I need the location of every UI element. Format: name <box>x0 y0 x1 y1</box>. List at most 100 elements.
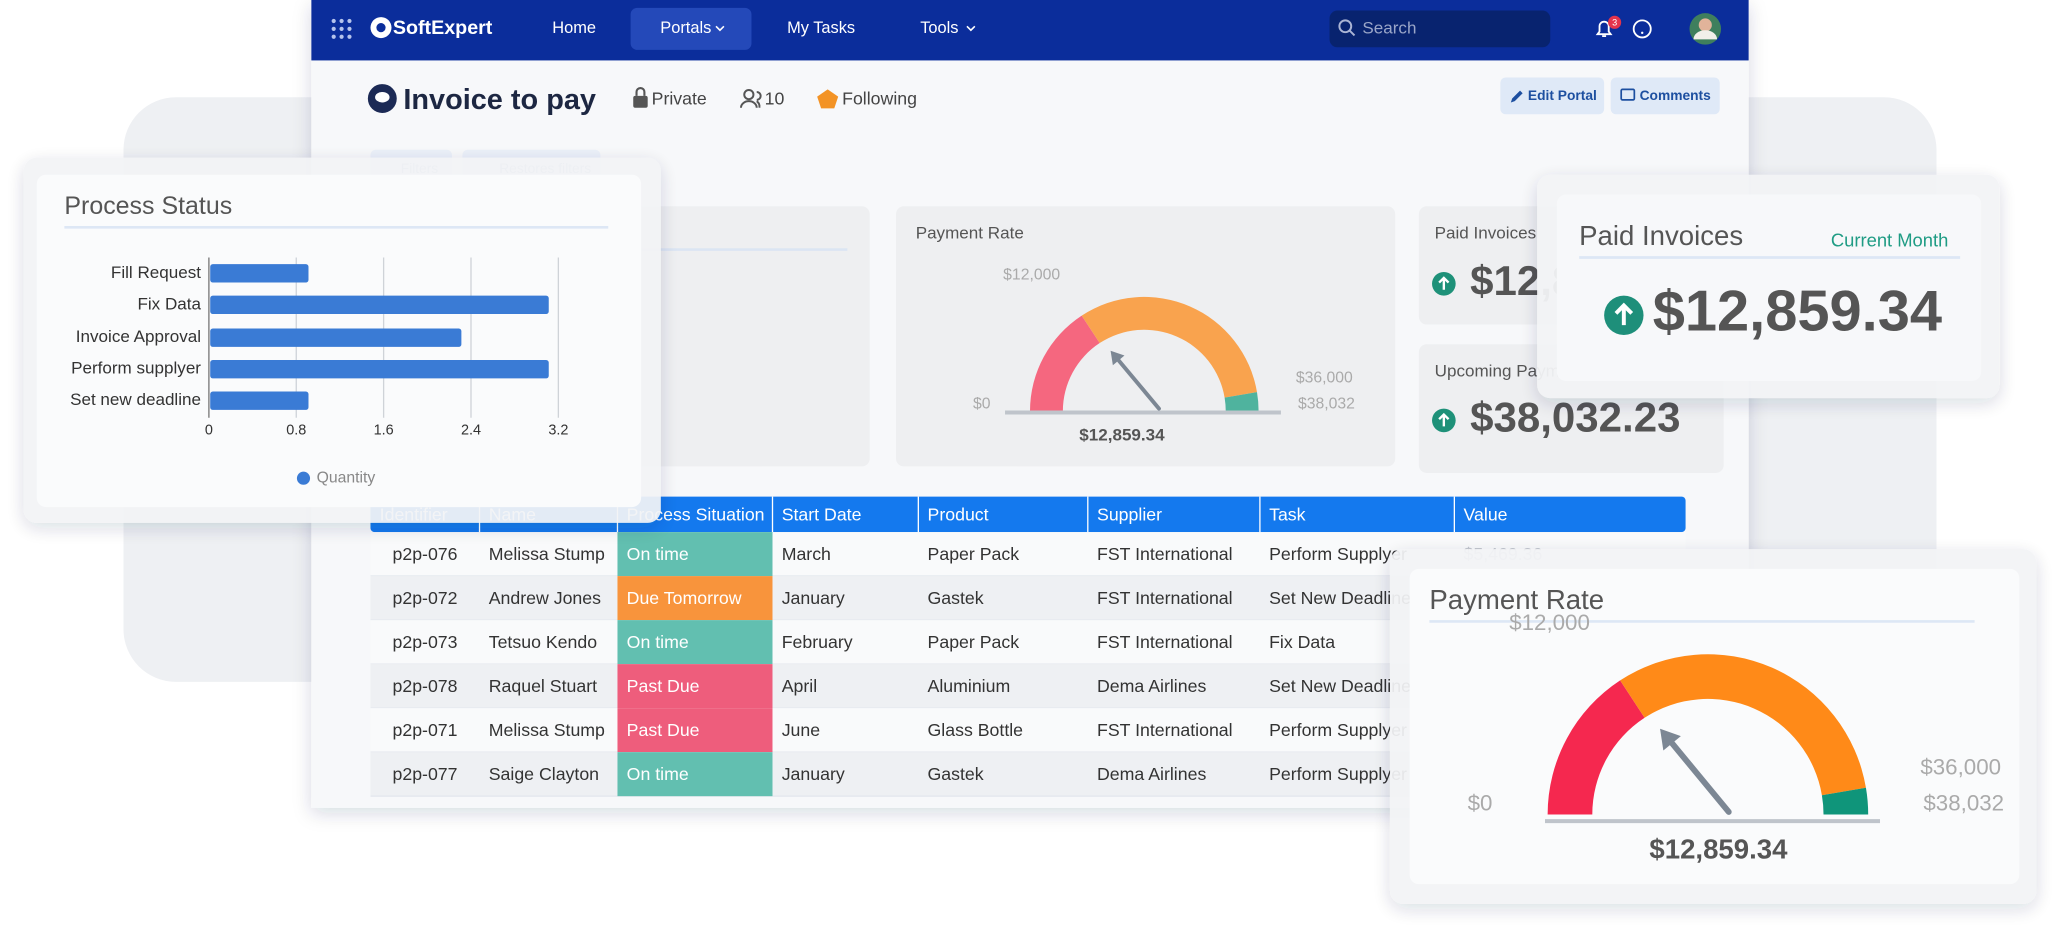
comment-icon <box>1620 88 1636 101</box>
menu-item[interactable]: Home <box>552 19 596 37</box>
bar <box>210 295 549 314</box>
brand: SoftExpert <box>393 17 493 39</box>
cell: Set New Deadline <box>1269 588 1411 608</box>
title-icon <box>375 91 390 103</box>
menu-item[interactable]: Tools <box>920 19 958 37</box>
members-icon <box>743 89 755 101</box>
apps-icon[interactable] <box>331 34 336 39</box>
status-cell <box>617 752 773 797</box>
gauge-tick-label: $0 <box>973 395 991 412</box>
cell: Melissa Stump <box>489 544 605 564</box>
apps-icon[interactable] <box>347 18 352 24</box>
bar <box>210 264 309 283</box>
apps-icon[interactable] <box>331 26 336 32</box>
apps-icon[interactable] <box>339 34 344 39</box>
search-box[interactable] <box>1329 10 1551 48</box>
menu-item[interactable]: My Tasks <box>787 19 855 37</box>
search-placeholder: Search <box>1362 18 1416 37</box>
column-header[interactable]: Process Situation <box>627 504 765 524</box>
cell: Paper Pack <box>928 544 1020 564</box>
cell: Aluminium <box>928 676 1011 696</box>
gauge-needle <box>1110 350 1161 411</box>
gauge-tick-label: $38,032 <box>1923 790 2004 815</box>
action-label[interactable]: Edit Portal <box>1528 88 1597 103</box>
cell: June <box>782 720 821 740</box>
status: Past Due <box>627 676 700 696</box>
cell: Saige Clayton <box>489 764 599 784</box>
popup-card <box>1556 194 1982 381</box>
chart-title: Process Status <box>64 192 232 220</box>
cell: Melissa Stump <box>489 720 605 740</box>
apps-icon[interactable] <box>339 26 344 32</box>
cell: Gastek <box>928 764 984 784</box>
apps-icon[interactable] <box>347 34 352 39</box>
cell: Perform Supplyer <box>1269 544 1407 564</box>
status-cell <box>617 532 773 577</box>
cell: Perform Supplyer <box>1269 764 1407 784</box>
menu-item[interactable]: Portals <box>660 19 711 37</box>
status-cell <box>617 708 773 753</box>
help-icon[interactable] <box>1632 19 1652 39</box>
bell-icon[interactable] <box>1595 20 1613 38</box>
x-tick-label: 0 <box>205 423 213 439</box>
action-label[interactable]: Comments <box>1640 88 1712 103</box>
y-tick-label: Fill Request <box>111 263 201 282</box>
needle-head <box>1110 350 1125 366</box>
chevron <box>715 25 725 32</box>
y-tick-label: Set new deadline <box>70 390 201 409</box>
chart-title: Payment Rate <box>1429 584 1604 615</box>
column-header[interactable]: Task <box>1269 504 1306 524</box>
gauge-value: $12,859.34 <box>1649 834 1788 865</box>
follow[interactable]: Following <box>842 89 917 109</box>
column-header[interactable]: Supplier <box>1097 504 1162 524</box>
status: Due Tomorrow <box>627 588 742 608</box>
badge <box>1608 15 1622 29</box>
cell: p2p-076 <box>392 544 457 564</box>
cell: p2p-072 <box>392 588 457 608</box>
action-button[interactable] <box>1610 77 1720 115</box>
avatar <box>1698 18 1712 32</box>
column-header[interactable]: Product <box>928 504 989 524</box>
column-header[interactable]: Start Date <box>782 504 862 524</box>
gauge-band <box>1821 787 1869 815</box>
gauge-tick-label: $0 <box>1468 790 1493 815</box>
cell: p2p-078 <box>392 676 457 696</box>
kpi-title: Paid Invoices <box>1435 223 1536 242</box>
chart-title: Payment Rate <box>916 223 1024 242</box>
legend-marker <box>296 471 311 485</box>
gauge-band <box>1081 296 1257 398</box>
gauge-tick-label: $12,000 <box>1003 267 1060 284</box>
gauge-band <box>1620 654 1866 796</box>
apps-icon[interactable] <box>331 18 336 24</box>
gauge-value: $12,859.34 <box>1079 426 1165 445</box>
kpi-value: $12,859.34 <box>1653 280 1942 344</box>
x-tick-label: 1.6 <box>374 423 394 439</box>
notification-count: 3 <box>1612 17 1617 27</box>
apps-icon[interactable] <box>339 18 344 24</box>
cell: p2p-071 <box>392 720 457 740</box>
cell: Set New Deadline <box>1269 676 1411 696</box>
cell: Gastek <box>928 588 984 608</box>
kpi-period: Current Month <box>1831 230 1948 251</box>
cell: Perform Supplyer <box>1269 720 1407 740</box>
cell: February <box>782 632 853 652</box>
page-title: Invoice to pay <box>403 84 596 116</box>
legend-label[interactable]: Quantity <box>317 469 376 486</box>
cell: Dema Airlines <box>1097 676 1206 696</box>
cell: Raquel Stuart <box>489 676 597 696</box>
search-icon <box>1348 29 1356 37</box>
action-button[interactable] <box>1500 77 1605 115</box>
members-icon <box>739 90 762 108</box>
bar <box>210 359 549 379</box>
needle-shaft <box>1666 737 1732 815</box>
cell: FST International <box>1097 720 1233 740</box>
gauge-needle <box>1660 728 1732 815</box>
lock-icon <box>633 95 648 108</box>
cell: FST International <box>1097 632 1233 652</box>
cell: Paper Pack <box>928 632 1020 652</box>
status-cell <box>617 664 773 709</box>
y-tick-label: Invoice Approval <box>76 327 201 346</box>
apps-icon[interactable] <box>347 26 352 32</box>
column-header[interactable]: Value <box>1464 504 1508 524</box>
